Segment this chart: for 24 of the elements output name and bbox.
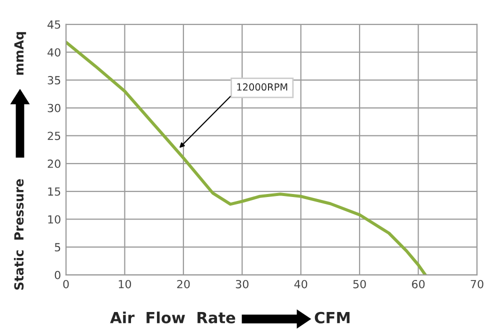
y-tick-label: 25 — [48, 132, 60, 140]
y-tick-label: 10 — [48, 215, 60, 224]
y-axis-title: Static Pressure — [14, 179, 24, 290]
x-axis-title: Air Flow Rate — [110, 312, 236, 324]
text: CFM — [314, 312, 350, 324]
x-tick-label: 30 — [236, 280, 248, 288]
line-series — [66, 40, 427, 275]
y-tick-label: 15 — [48, 188, 60, 196]
x-tick-label: 0 — [63, 280, 69, 288]
y-tick-label: 30 — [48, 104, 60, 112]
x-tick-label: 20 — [177, 280, 190, 288]
y-tick-label: 45 — [48, 20, 60, 29]
x-tick-label: 70 — [470, 280, 484, 288]
x-tick-label: 60 — [412, 280, 425, 288]
y-tick-label: 20 — [48, 160, 60, 168]
y-tick-label: 5 — [54, 243, 60, 252]
x-tick-label: 40 — [294, 280, 308, 288]
x-tick-label: 10 — [118, 280, 132, 288]
y-tick-label: 0 — [54, 270, 60, 280]
x-tick-label: 50 — [353, 280, 366, 288]
text: mmAq — [14, 32, 26, 75]
y-tick-label: 35 — [48, 76, 60, 84]
annotation: 12000RPM — [237, 83, 288, 91]
y-tick-label: 40 — [48, 48, 60, 57]
